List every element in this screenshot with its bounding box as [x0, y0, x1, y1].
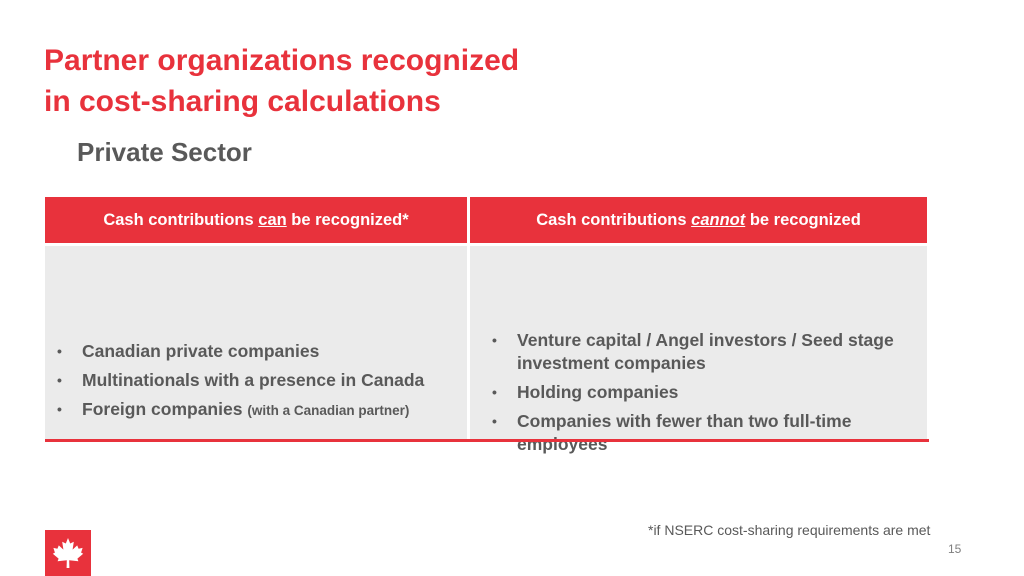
recognition-table: Cash contributions can be recognized* • …	[45, 197, 929, 454]
title-line-2: in cost-sharing calculations	[44, 85, 441, 118]
header-suffix: be recognized*	[291, 210, 409, 229]
bullet-icon: •	[492, 332, 497, 348]
cannot-recognize-list: • Venture capital / Angel investors / Se…	[492, 329, 912, 462]
table-bottom-rule	[45, 439, 929, 442]
header-prefix: Cash contributions	[103, 210, 254, 229]
list-item-text: Holding companies	[517, 382, 679, 402]
list-item-text: Venture capital / Angel investors / Seed…	[517, 330, 894, 373]
header-emphasis: cannot	[691, 210, 746, 229]
list-item: • Foreign companies (with a Canadian par…	[57, 398, 457, 422]
list-item-text: Companies with fewer than two full-time …	[517, 411, 852, 454]
title-line-1: Partner organizations recognized	[44, 44, 520, 77]
bullet-icon: •	[57, 343, 62, 359]
bullet-icon: •	[492, 413, 497, 429]
list-item-text: Canadian private companies	[82, 341, 320, 361]
list-item: • Multinationals with a presence in Cana…	[57, 369, 457, 392]
slide-subtitle: Private Sector	[77, 137, 252, 167]
header-suffix: be recognized	[749, 210, 861, 229]
header-emphasis: can	[258, 210, 287, 229]
list-item-text: Multinationals with a presence in Canada	[82, 370, 425, 390]
list-item-text: Foreign companies	[82, 399, 243, 419]
maple-leaf-icon	[45, 530, 91, 576]
can-recognize-column: Cash contributions can be recognized* • …	[45, 197, 467, 439]
cannot-recognize-cell: • Venture capital / Angel investors / Se…	[470, 246, 927, 454]
list-item-note: (with a Canadian partner)	[247, 403, 410, 418]
list-item: • Canadian private companies	[57, 340, 457, 363]
list-item: • Companies with fewer than two full-tim…	[492, 410, 912, 456]
can-recognize-list: • Canadian private companies • Multinati…	[57, 340, 457, 428]
bullet-icon: •	[492, 384, 497, 400]
can-recognize-header: Cash contributions can be recognized*	[45, 197, 467, 243]
slide-title: Partner organizations recognized in cost…	[44, 40, 519, 122]
cannot-recognize-header: Cash contributions cannot be recognized	[470, 197, 927, 243]
cannot-recognize-column: Cash contributions cannot be recognized …	[470, 197, 927, 454]
list-item: • Holding companies	[492, 381, 912, 404]
footnote: *if NSERC cost-sharing requirements are …	[648, 522, 931, 538]
page-number: 15	[948, 542, 962, 556]
can-recognize-cell: • Canadian private companies • Multinati…	[45, 246, 467, 439]
bullet-icon: •	[57, 401, 62, 417]
list-item: • Venture capital / Angel investors / Se…	[492, 329, 912, 375]
header-prefix: Cash contributions	[536, 210, 687, 229]
bullet-icon: •	[57, 372, 62, 388]
